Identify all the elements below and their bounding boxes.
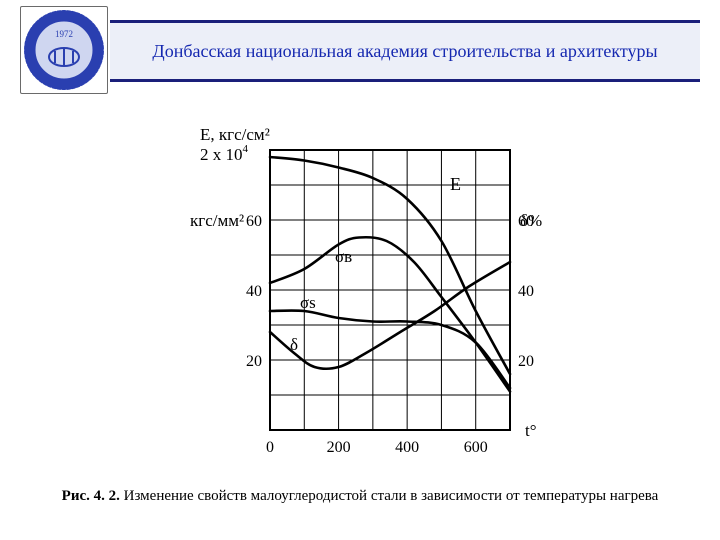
y-right-ticks: 20 40 60 xyxy=(518,213,534,370)
svg-text:40: 40 xyxy=(518,283,534,300)
figure-caption: Рис. 4. 2. Изменение свойств малоуглерод… xyxy=(0,488,720,505)
x-axis-label: t° xyxy=(525,421,537,440)
logo-year: 1972 xyxy=(55,29,73,39)
svg-text:0: 0 xyxy=(266,439,274,456)
curve-label-E: E xyxy=(450,174,461,194)
chart-grid xyxy=(270,150,510,430)
caption-text: Изменение свойств малоуглеродистой стали… xyxy=(124,488,659,504)
chart-svg: Е, кгс/см² 2 х 104 кгс/мм² δ% t° 0200400… xyxy=(180,110,560,470)
chart-curves xyxy=(270,157,510,392)
svg-text:60: 60 xyxy=(518,213,534,230)
institution-logo: 1972 xyxy=(20,6,108,94)
curve-label-d: δ xyxy=(290,335,298,354)
curve-label-sv: σв xyxy=(335,247,352,266)
header-title: Донбасская национальная академия строите… xyxy=(152,41,657,62)
curve-label-ss: σs xyxy=(300,293,316,312)
y-left-ticks: 20 40 60 xyxy=(246,213,262,370)
svg-text:40: 40 xyxy=(246,283,262,300)
y-axis-top-sub: 2 х 104 xyxy=(200,143,249,164)
y-axis-top-unit: Е, кгс/см² xyxy=(200,125,270,144)
y-axis-left-unit: кгс/мм² xyxy=(190,211,244,230)
svg-text:20: 20 xyxy=(246,353,262,370)
svg-text:200: 200 xyxy=(327,439,351,456)
caption-prefix: Рис. 4. 2. xyxy=(62,488,120,504)
svg-text:600: 600 xyxy=(464,439,488,456)
curve-delta xyxy=(270,262,510,369)
svg-text:60: 60 xyxy=(246,213,262,230)
header-bar: Донбасская национальная академия строите… xyxy=(110,20,700,82)
curve-sigma_v xyxy=(270,237,510,391)
curve-sigma_s xyxy=(270,310,510,388)
properties-chart: Е, кгс/см² 2 х 104 кгс/мм² δ% t° 0200400… xyxy=(180,110,560,470)
x-ticks: 0 200 400 600 xyxy=(266,439,488,456)
logo-svg: 1972 xyxy=(21,7,107,93)
svg-text:400: 400 xyxy=(395,439,419,456)
svg-text:20: 20 xyxy=(518,353,534,370)
